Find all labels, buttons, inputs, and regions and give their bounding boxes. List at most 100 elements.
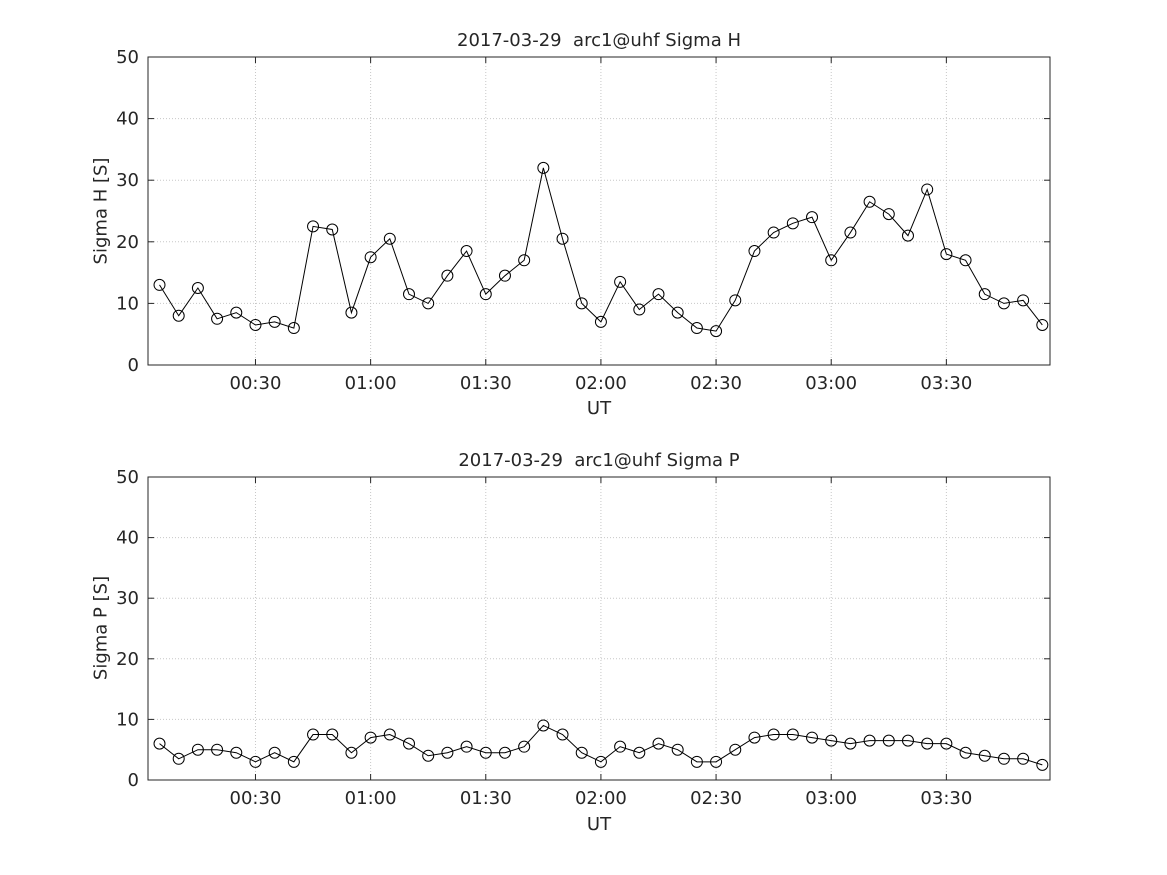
data-point-marker <box>479 288 492 301</box>
data-point-marker <box>153 278 166 291</box>
data-point-marker <box>940 737 953 750</box>
data-point-marker <box>441 746 454 759</box>
data-point-marker <box>710 325 723 338</box>
data-point-marker <box>403 288 416 301</box>
x-tick-label: 00:30 <box>230 373 282 394</box>
x-tick-label: 03:00 <box>805 788 857 809</box>
x-tick-label: 02:30 <box>690 373 742 394</box>
y-tick-label: 0 <box>128 355 139 376</box>
sigma-h-plot-area: 00:30 01:00 01:30 02:00 02:30 03:00 03:30 0 10 20… <box>116 47 1051 394</box>
data-point-marker <box>307 220 320 233</box>
data-point-marker <box>863 195 876 208</box>
data-point-marker <box>825 254 838 267</box>
y-tick-label: 10 <box>116 293 139 314</box>
data-point-marker <box>614 740 627 753</box>
data-point-marker <box>806 211 819 224</box>
data-point-marker <box>518 740 531 753</box>
x-tick-label: 00:30 <box>230 788 282 809</box>
data-point-marker <box>556 728 569 741</box>
data-point-marker <box>882 734 895 747</box>
data-point-marker <box>978 749 991 762</box>
data-point-marker <box>901 734 914 747</box>
data-point-marker <box>498 746 511 759</box>
data-point-marker <box>422 297 435 310</box>
sigma-p-chart-title: 2017-03-29 arc1@uhf Sigma P <box>458 450 740 471</box>
data-point-marker <box>364 251 377 264</box>
data-point-marker <box>825 734 838 747</box>
data-point-marker <box>422 749 435 762</box>
data-point-marker <box>978 288 991 301</box>
x-tick-label: 02:30 <box>690 788 742 809</box>
data-point-marker <box>556 232 569 245</box>
data-point-marker <box>518 254 531 267</box>
data-point-marker <box>652 737 665 750</box>
data-point-marker <box>959 746 972 759</box>
data-point-marker <box>710 755 723 768</box>
data-point-marker <box>537 161 550 174</box>
data-point-marker <box>633 746 646 759</box>
x-tick-label: 02:00 <box>575 788 627 809</box>
data-point-marker <box>671 306 684 319</box>
data-point-marker <box>268 746 281 759</box>
data-point-marker <box>479 746 492 759</box>
data-point-marker <box>537 719 550 732</box>
data-point-marker <box>844 737 857 750</box>
data-point-marker <box>1036 758 1049 771</box>
data-point-marker <box>383 232 396 245</box>
data-point-marker <box>307 728 320 741</box>
data-point-marker <box>403 737 416 750</box>
data-point-marker <box>863 734 876 747</box>
sigma-h-chart-title: 2017-03-29 arc1@uhf Sigma H <box>457 30 741 51</box>
x-tick-label: 01:30 <box>460 788 512 809</box>
data-point-marker <box>249 755 262 768</box>
y-tick-label: 30 <box>116 588 139 609</box>
data-point-marker <box>345 306 358 319</box>
data-point-marker <box>191 282 204 294</box>
y-tick-label: 50 <box>116 467 139 488</box>
data-point-marker <box>211 743 224 756</box>
data-point-marker <box>997 297 1010 310</box>
y-tick-label: 40 <box>116 109 139 130</box>
data-point-marker <box>729 294 742 307</box>
y-tick-label: 20 <box>116 232 139 253</box>
data-point-marker <box>345 746 358 759</box>
data-point-marker <box>287 322 300 335</box>
data-point-marker <box>633 303 646 316</box>
sigma-p-x-axis-label: UT <box>586 814 612 835</box>
data-point-marker <box>498 269 511 282</box>
data-point-marker <box>191 743 204 756</box>
x-tick-label: 03:30 <box>920 373 972 394</box>
data-point-marker <box>364 731 377 744</box>
y-tick-label: 30 <box>116 170 139 191</box>
data-point-marker <box>614 275 627 288</box>
y-tick-label: 20 <box>116 649 139 670</box>
data-line <box>159 724 1043 766</box>
x-tick-label: 02:00 <box>575 373 627 394</box>
data-point-marker <box>940 248 953 261</box>
y-tick-label: 40 <box>116 528 139 549</box>
data-point-marker <box>326 728 339 741</box>
y-tick-label: 50 <box>116 47 139 68</box>
data-line <box>159 167 1043 332</box>
data-point-marker <box>1036 318 1049 331</box>
x-tick-label: 03:00 <box>805 373 857 394</box>
sigma-h-x-axis-label: UT <box>586 398 612 419</box>
axes-box <box>147 56 1051 366</box>
data-point-marker <box>575 297 588 310</box>
data-point-marker <box>748 731 761 744</box>
data-point-marker <box>748 245 761 258</box>
data-point-marker <box>594 315 607 328</box>
data-point-marker <box>460 245 473 258</box>
data-point-marker <box>230 306 243 319</box>
data-point-marker <box>575 746 588 759</box>
data-point-marker <box>249 318 262 331</box>
data-point-marker <box>594 755 607 768</box>
data-point-marker <box>921 183 934 196</box>
data-point-marker <box>1017 294 1030 307</box>
data-point-marker <box>268 315 281 328</box>
y-tick-label: 0 <box>128 770 139 791</box>
data-point-marker <box>767 728 780 741</box>
data-point-marker <box>690 755 703 768</box>
data-point-marker <box>172 752 185 765</box>
